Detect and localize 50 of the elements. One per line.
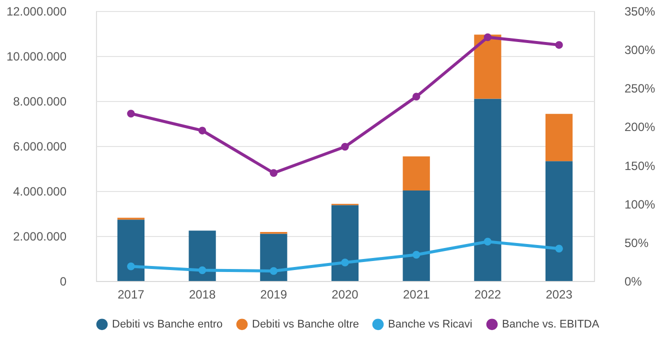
point [555,244,563,252]
point [555,41,563,49]
y-tick-label: 6.000.000 [13,140,67,154]
point [484,33,492,42]
legend-label: Banche vs Ricavi [388,318,472,330]
y-tick-label: 12.000.000 [6,4,67,18]
y-tick-label: 4.000.000 [13,184,67,198]
point [127,262,135,270]
x-tick-label: 2022 [474,288,502,302]
legend-label: Banche vs. EBITDA [502,318,600,330]
point [270,169,278,177]
y2-tick-label: 100% [624,197,656,212]
x-tick-label: 2021 [402,288,430,302]
y-tick-label: 8.000.000 [13,94,67,108]
x-tick-label: 2023 [546,288,573,302]
y-tick-label: 10.000.000 [6,50,67,64]
x-tick-label: 2017 [118,288,145,302]
point [198,266,206,274]
point [484,238,492,246]
point [270,267,278,275]
bar [545,161,573,281]
bar [188,230,216,281]
bar [474,98,502,281]
bar [545,114,573,162]
x-tick-label: 2019 [260,288,288,302]
bar [474,34,502,99]
legend-label: Debiti vs Banche oltre [252,318,359,330]
y2-tick-label: 200% [624,120,656,134]
bar [331,205,359,281]
bar [402,156,430,191]
y2-tick-label: 350% [624,4,656,18]
y2-tick-label: 250% [624,82,656,96]
point [127,110,135,118]
y2-tick-label: 0% [624,274,642,288]
y2-tick-label: 150% [624,158,656,173]
y2-tick-label: 300% [624,43,656,58]
point [198,126,206,134]
bar [260,234,288,281]
x-tick-label: 2020 [332,288,359,302]
x-tick-label: 2018 [188,288,216,302]
point [341,258,349,266]
y-tick-label: 2.000.000 [13,230,67,244]
y-tick-label: 0 [60,274,67,288]
point [341,142,349,151]
bar [117,220,145,281]
legend-label: Debiti vs Banche entro [112,318,223,330]
bar [402,190,430,281]
y2-tick-label: 50% [624,236,649,250]
point [412,92,420,100]
point [412,250,420,259]
